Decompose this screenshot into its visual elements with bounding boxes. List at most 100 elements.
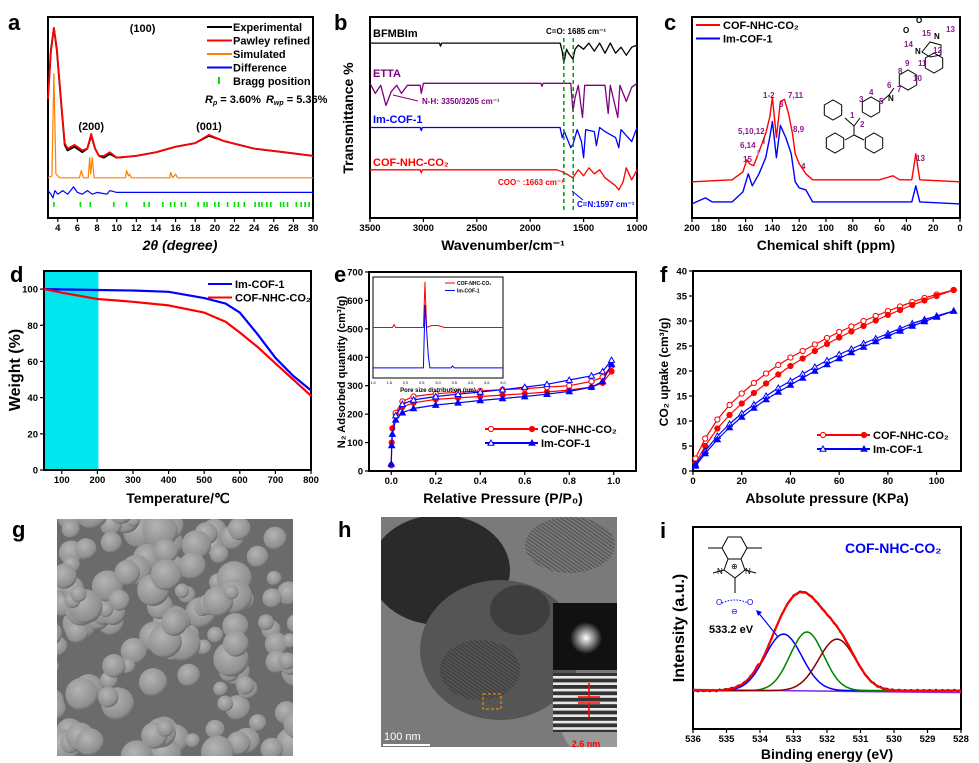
lattice-fringes	[440, 640, 520, 700]
pore-size-curve	[373, 304, 503, 369]
fft-inset	[553, 603, 617, 670]
inset-tick-label: 1.5	[386, 380, 392, 385]
particle	[100, 519, 122, 536]
bragg-tick	[162, 202, 164, 207]
data-marker-filled-triangle	[520, 392, 529, 400]
sem-image	[57, 519, 293, 756]
x-tick-label: 4	[55, 223, 61, 234]
x-tick-label: 530	[886, 734, 902, 745]
data-marker-filled-triangle	[587, 383, 596, 390]
data-marker-open-circle	[487, 425, 495, 433]
legend-label: Im-COF-1	[235, 279, 285, 291]
x-tick-label: 535	[719, 734, 736, 745]
data-marker-filled-circle	[950, 286, 957, 294]
tga-curve	[43, 288, 312, 392]
data-marker-open-triangle	[487, 438, 495, 446]
particle	[61, 520, 80, 539]
series-label: COF-NHC-CO₂	[373, 157, 449, 169]
x-tick-label: 160	[738, 223, 754, 234]
peak-label: 5,10,12	[738, 127, 765, 136]
structure-label: 12	[933, 46, 942, 55]
data-marker-filled-triangle	[476, 396, 485, 404]
structure-label: 3	[859, 95, 864, 104]
lattice-fringe	[553, 720, 617, 724]
x-tick-label: 0.8	[563, 476, 576, 487]
data-marker-open-circle	[811, 341, 818, 348]
data-marker-filled-circle	[860, 322, 867, 330]
x-tick-label: 800	[303, 475, 319, 486]
lattice-fringe	[553, 714, 617, 717]
particle	[249, 714, 267, 732]
data-marker-open-circle	[819, 431, 827, 439]
r-factor-part: p	[212, 100, 218, 107]
data-marker-filled-circle	[799, 355, 806, 362]
molecule-structure: N N O O ⊕ ⊖	[708, 536, 762, 616]
isotherm-adsorption	[390, 364, 613, 464]
data-marker-open-triangle	[409, 395, 418, 403]
x-tick-label: 500	[196, 475, 212, 486]
plot-frame	[43, 270, 312, 471]
data-marker-filled-circle	[738, 400, 745, 407]
y-tick-label: 5	[682, 442, 688, 453]
data-marker-open-circle	[836, 328, 843, 336]
x-tick-label: 24	[249, 223, 260, 234]
inset-tick-label: 3.5	[451, 380, 457, 385]
data-marker-filled-triangle	[387, 459, 396, 467]
data-marker-filled-triangle	[949, 306, 958, 314]
inset-tick-label: 4.0	[468, 380, 474, 385]
data-marker-filled-triangle	[762, 395, 770, 403]
x-tick-label: 1000	[626, 223, 647, 234]
x-tick-label: 2000	[520, 223, 541, 234]
data-marker-filled-circle	[884, 311, 892, 319]
particle	[223, 584, 239, 600]
structure-label: 11	[918, 59, 927, 68]
co2-isotherm-desorption	[694, 310, 954, 465]
particle	[57, 661, 60, 673]
tem-image: 2.6 nm 100 nm	[381, 517, 617, 749]
peak-label: (001)	[196, 121, 222, 133]
x-axis-label: Wavenumber/cm⁻¹	[441, 237, 565, 253]
particle	[57, 563, 77, 589]
inset-legend-label: COF-NHC-CO₂	[457, 281, 491, 287]
bond	[723, 558, 729, 571]
bragg-tick	[206, 202, 208, 207]
inset-x-label: Pore size distribution (nm)	[400, 388, 476, 394]
x-tick-label: 0	[690, 476, 695, 487]
y-tick-label: 20	[676, 367, 687, 378]
data-marker-filled-circle	[921, 297, 928, 304]
legend-label: COF-NHC-CO₂	[873, 430, 949, 442]
data-marker-filled-triangle	[398, 408, 407, 416]
x-tick-label: 16	[170, 223, 181, 234]
structure-label: N	[745, 567, 751, 576]
y-tick-label: 60	[27, 357, 38, 368]
particle	[161, 609, 188, 636]
data-marker-filled-triangle	[607, 360, 616, 368]
inset-tick-label: 5.0	[500, 380, 506, 385]
particle	[75, 538, 97, 560]
x-tick-label: 100	[818, 223, 834, 234]
inset-tick-label: 3.0	[435, 380, 441, 385]
x-tick-label: 20	[736, 476, 747, 487]
y-tick-label: 15	[676, 392, 687, 403]
lattice-fringe	[553, 727, 617, 730]
particle	[278, 652, 293, 670]
particle	[57, 623, 63, 644]
legend-label: Experimental	[233, 22, 302, 34]
data-marker-open-triangle	[543, 380, 551, 388]
x-tick-label: 60	[834, 476, 845, 487]
data-marker-open-circle	[823, 334, 831, 342]
x-axis-label: Absolute pressure (KPa)	[745, 490, 908, 506]
fit-envelope	[693, 590, 961, 692]
bragg-tick	[258, 202, 260, 207]
structure-label: 10	[913, 74, 922, 83]
nmr-spectrum	[691, 120, 961, 205]
benzene-ring	[924, 52, 944, 74]
data-marker-filled-triangle	[847, 348, 856, 356]
x-tick-label: 18	[190, 223, 201, 234]
ir-spectrum	[370, 126, 638, 159]
data-marker-filled-triangle	[884, 331, 892, 339]
x-tick-label: 20	[210, 223, 221, 234]
co2-isotherm-adsorption	[694, 310, 954, 467]
panel-label: i	[660, 518, 666, 543]
x-tick-label: 30	[308, 223, 319, 234]
